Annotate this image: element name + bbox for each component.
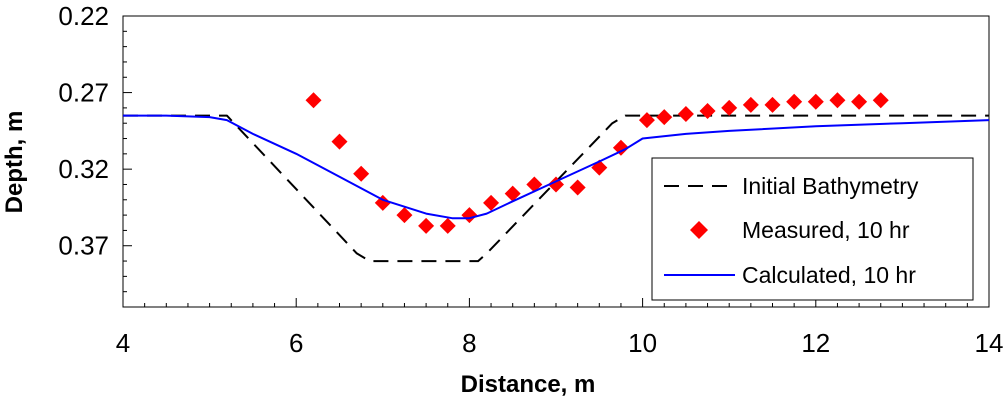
measured-point xyxy=(638,112,655,129)
y-tick-label: 0.27 xyxy=(58,78,109,108)
legend-label-initial-bathymetry: Initial Bathymetry xyxy=(742,173,919,199)
measured-point xyxy=(829,92,846,109)
ticks-layer: 4 6 8 10 12 14 0.22 0.27 0.32 0.37 xyxy=(58,1,1003,358)
measured-point xyxy=(612,139,629,156)
measured-point xyxy=(872,92,889,109)
measured-point xyxy=(807,93,824,110)
measured-point xyxy=(721,99,738,116)
x-axis-title: Distance, m xyxy=(461,371,596,398)
measured-point xyxy=(699,102,716,119)
measured-point xyxy=(851,93,868,110)
measured-point xyxy=(305,92,322,109)
measured-point xyxy=(353,165,370,182)
y-tick-label: 0.32 xyxy=(58,154,109,184)
x-tick-label: 4 xyxy=(116,328,130,358)
initial-bathymetry-line xyxy=(123,114,989,263)
x-tick-label: 12 xyxy=(801,328,830,358)
y-tick-label: 0.22 xyxy=(58,1,109,31)
measured-point xyxy=(439,217,456,234)
measured-point xyxy=(374,194,391,211)
legend-label-measured: Measured, 10 hr xyxy=(742,217,910,243)
measured-point xyxy=(656,109,673,126)
measured-point xyxy=(396,207,413,224)
legend-label-calculated: Calculated, 10 hr xyxy=(742,262,916,288)
measured-point xyxy=(764,96,781,113)
calculated-line xyxy=(123,114,990,220)
x-tick-label: 10 xyxy=(628,328,657,358)
measured-point xyxy=(483,194,500,211)
measured-point xyxy=(569,179,586,196)
measured-point xyxy=(677,106,694,123)
y-tick-label: 0.37 xyxy=(58,231,109,261)
x-tick-label: 6 xyxy=(289,328,303,358)
measured-point xyxy=(504,185,521,202)
measured-point xyxy=(742,96,759,113)
legend-swatch-measured xyxy=(690,221,708,239)
measured-point xyxy=(418,217,435,234)
legend: Initial Bathymetry Measured, 10 hr Calcu… xyxy=(651,157,974,301)
x-tick-label: 8 xyxy=(462,328,476,358)
y-axis-title: Depth, m xyxy=(1,111,28,214)
measured-point xyxy=(786,93,803,110)
measured-point xyxy=(331,133,348,150)
plot-layer xyxy=(123,92,990,263)
x-tick-label: 14 xyxy=(975,328,1004,358)
